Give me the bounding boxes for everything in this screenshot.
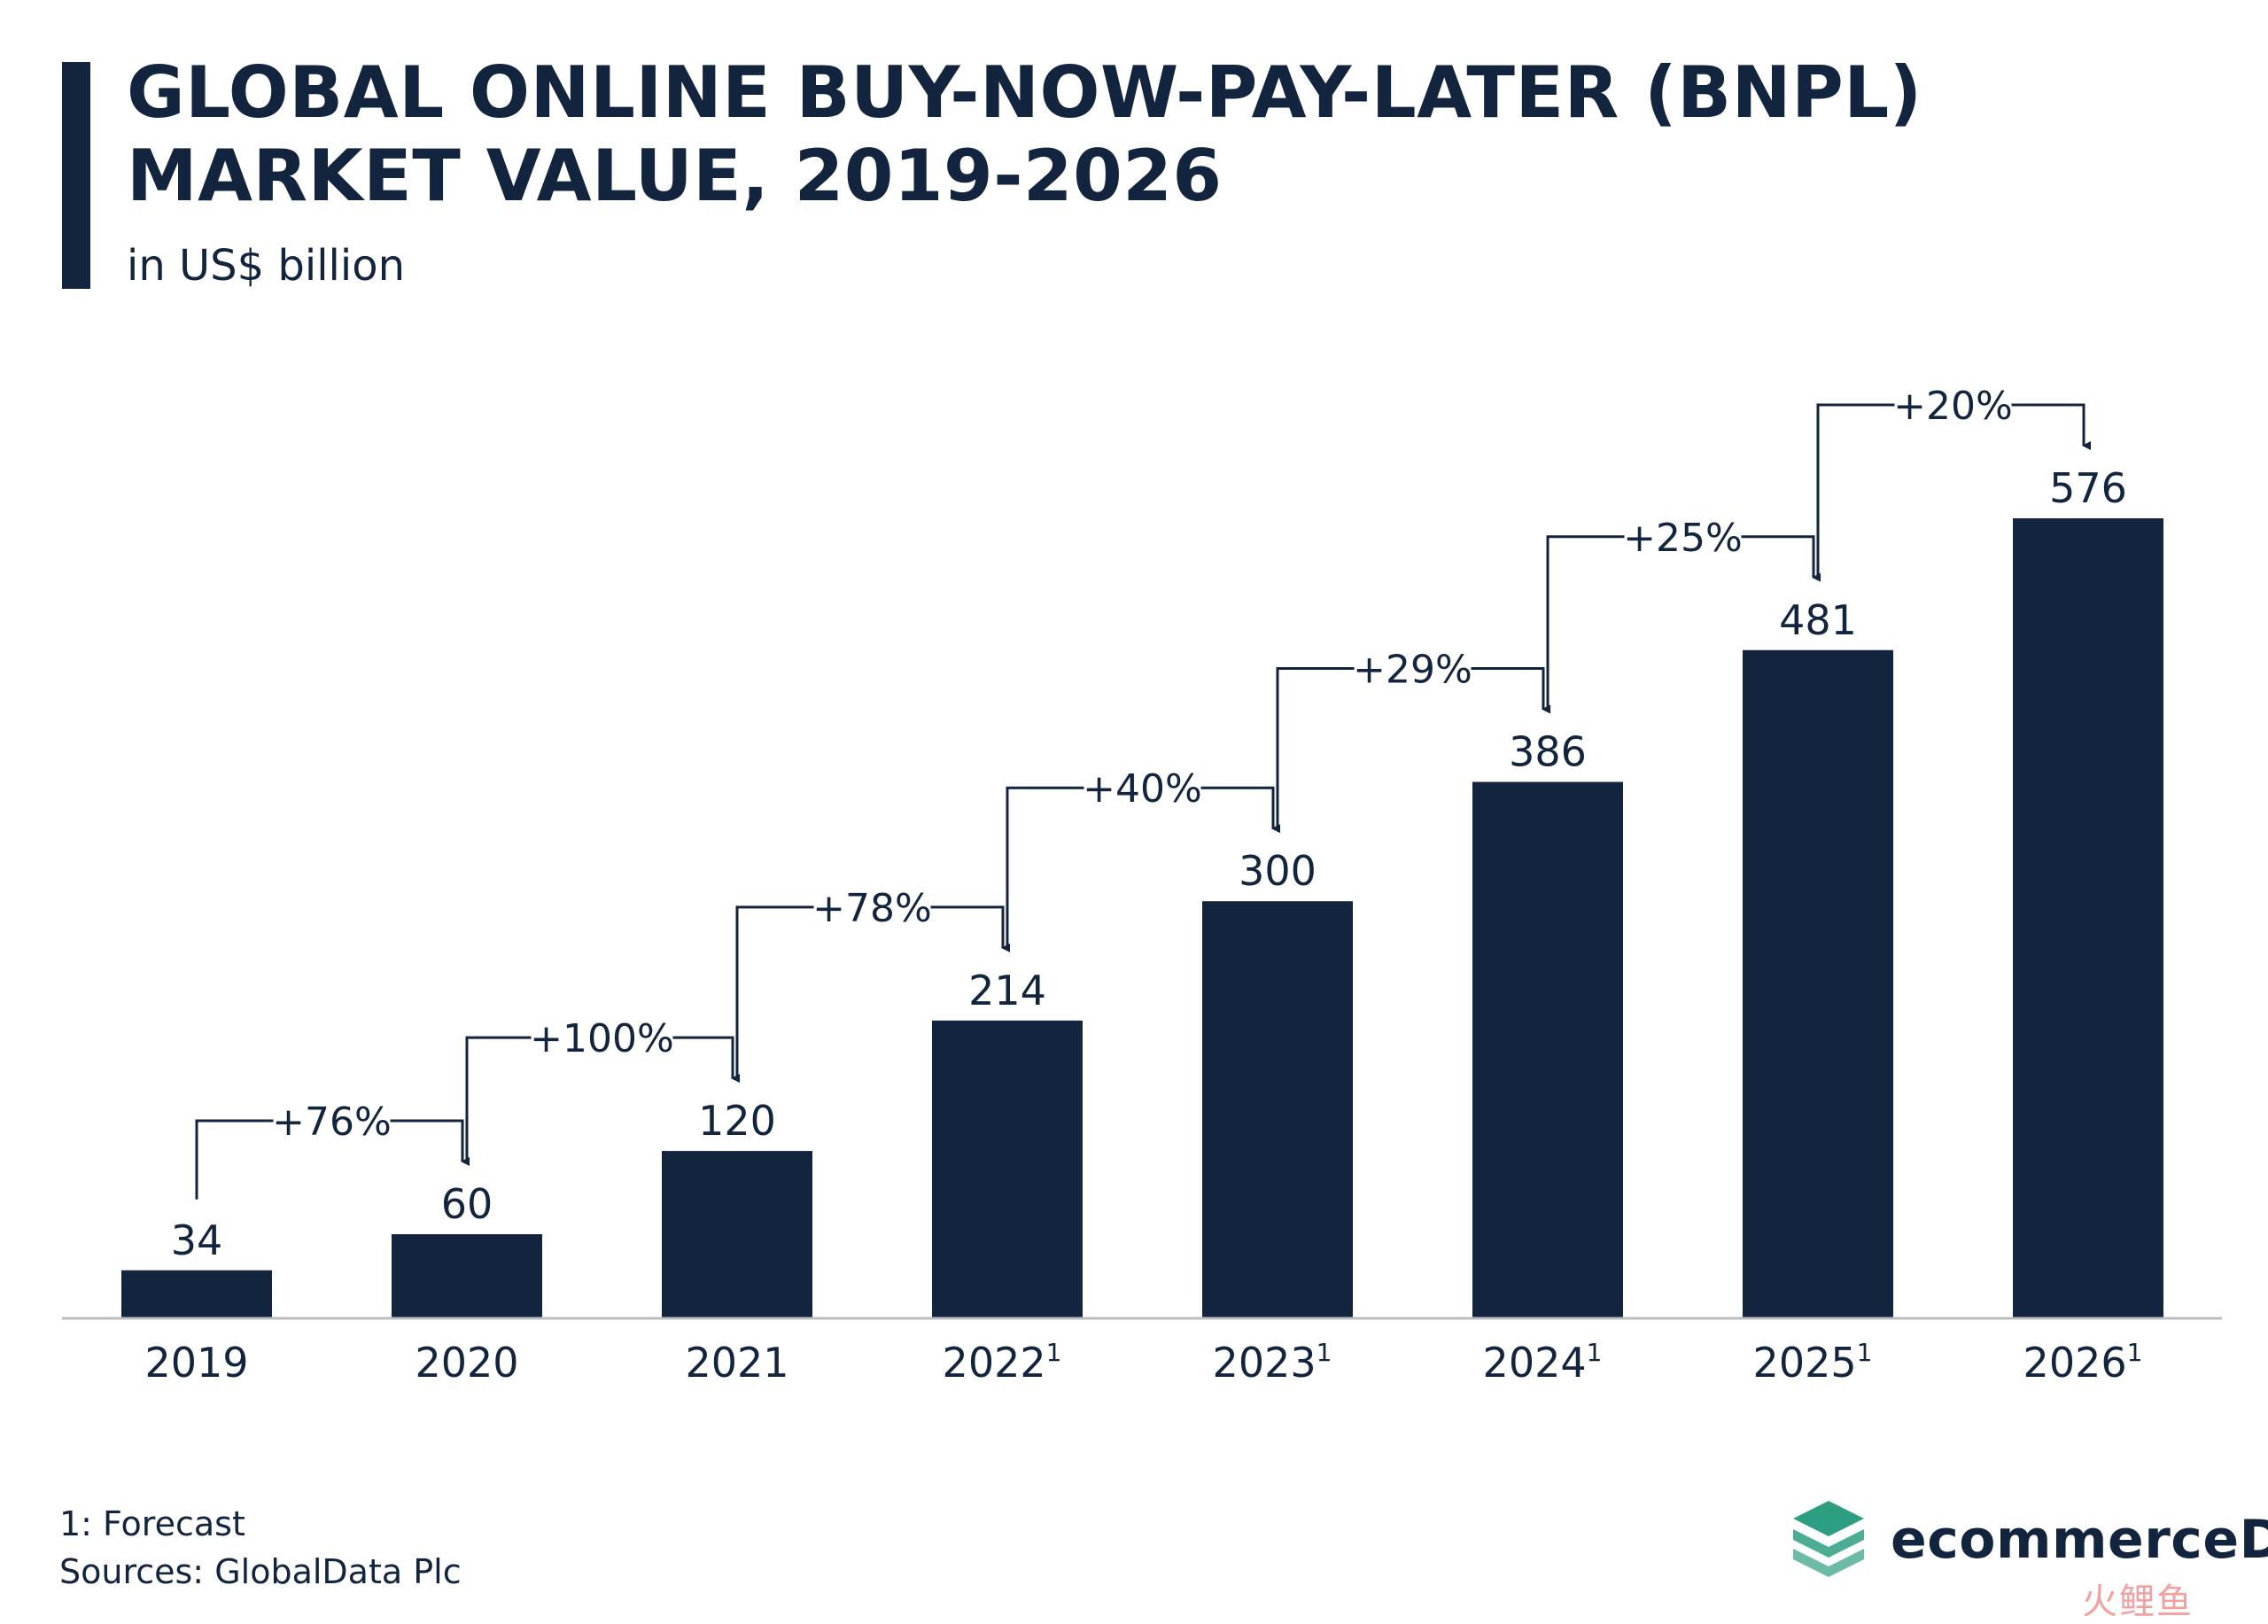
bar-2023 [1202, 901, 1353, 1317]
x-tick-label: 20221 [943, 1338, 1062, 1387]
footnote-marker: 1 [1857, 1338, 1873, 1367]
growth-connector-left [735, 905, 814, 1081]
growth-arrow [1741, 535, 1821, 582]
value-label: 481 [1779, 596, 1857, 644]
watermark-text: 火鲤鱼 [2082, 1581, 2194, 1622]
x-tick-label: 2020 [415, 1339, 518, 1387]
growth-label: +29% [1353, 648, 1472, 693]
value-label: 300 [1239, 847, 1317, 895]
footnote-marker: 1 [1317, 1338, 1332, 1367]
value-label: 576 [2049, 464, 2127, 512]
growth-connector-left [1816, 403, 1895, 579]
footnote-marker: 1 [2127, 1338, 2143, 1367]
value-label: 120 [698, 1097, 776, 1145]
growth-arrow [1471, 667, 1550, 714]
bar-2021 [662, 1151, 812, 1317]
chart-subtitle: in US$ billion [127, 241, 406, 291]
growth-arrow [390, 1119, 470, 1167]
growth-label: +20% [1893, 384, 2013, 429]
x-tick-label: 20251 [1753, 1338, 1873, 1387]
bar-2022 [932, 1020, 1083, 1317]
growth-label: +25% [1623, 516, 1743, 561]
growth-connector-left [1006, 786, 1084, 950]
growth-arrow [2011, 403, 2091, 450]
footnote-marker: 1 [1587, 1338, 1603, 1367]
value-label: 34 [171, 1216, 223, 1264]
title-accent-bar [62, 62, 90, 289]
bar-2024 [1472, 781, 1623, 1317]
footnote-forecast: 1: Forecast [59, 1504, 245, 1543]
x-tick-label: 2019 [144, 1339, 248, 1387]
value-label: 60 [441, 1180, 493, 1228]
growth-arrow [930, 905, 1010, 952]
stacked-layers-icon [1790, 1497, 1868, 1582]
growth-connector-left [1546, 535, 1625, 711]
growth-label: +100% [530, 1016, 674, 1061]
growth-label: +40% [1083, 766, 1202, 812]
source-note: Sources: GlobalData Plc [59, 1552, 462, 1591]
footnote-marker: 1 [1046, 1338, 1062, 1367]
brand-logo: ecommerceDB [1790, 1497, 2268, 1582]
value-label: 214 [968, 967, 1046, 1014]
growth-label: +76% [272, 1100, 392, 1145]
chart-title: GLOBAL ONLINE BUY-NOW-PAY-LATER (BNPL) M… [127, 51, 1922, 217]
x-tick-label: 20261 [2023, 1338, 2143, 1387]
value-label: 386 [1509, 728, 1587, 776]
growth-arrow [1200, 786, 1280, 834]
bar-2019 [121, 1270, 272, 1317]
bar-2020 [392, 1234, 542, 1317]
growth-connector-left [195, 1119, 274, 1200]
growth-connector-left [465, 1036, 532, 1164]
brand-name: ecommerceDB [1891, 1509, 2268, 1571]
bar-2026 [2013, 518, 2163, 1317]
x-tick-label: 20231 [1213, 1338, 1332, 1387]
bar-2025 [1743, 649, 1893, 1317]
growth-arrow [672, 1036, 740, 1084]
x-tick-label: 2021 [685, 1339, 788, 1387]
x-tick-label: 20241 [1483, 1338, 1603, 1387]
growth-connector-left [1276, 667, 1355, 831]
growth-label: +78% [812, 886, 932, 931]
